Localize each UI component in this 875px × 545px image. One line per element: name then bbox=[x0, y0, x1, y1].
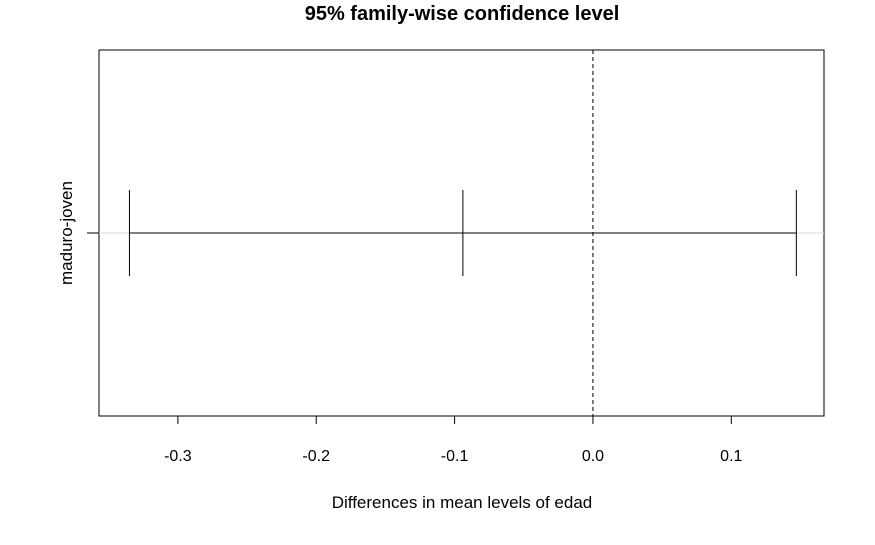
x-tick-label: 0.1 bbox=[720, 448, 742, 465]
chart-title: 95% family-wise confidence level bbox=[305, 3, 620, 25]
x-tick-label: -0.1 bbox=[441, 448, 469, 465]
plot-area bbox=[98, 49, 825, 417]
x-axis-label: Differences in mean levels of edad bbox=[332, 493, 593, 512]
x-tick-label: -0.2 bbox=[302, 448, 330, 465]
y-category-label: maduro-joven bbox=[57, 181, 76, 285]
x-tick-label: 0.0 bbox=[582, 448, 604, 465]
x-axis: -0.3 -0.2 -0.1 0.0 0.1 bbox=[164, 415, 743, 465]
x-tick-label: -0.3 bbox=[164, 448, 192, 465]
y-axis: maduro-joven bbox=[57, 181, 99, 285]
